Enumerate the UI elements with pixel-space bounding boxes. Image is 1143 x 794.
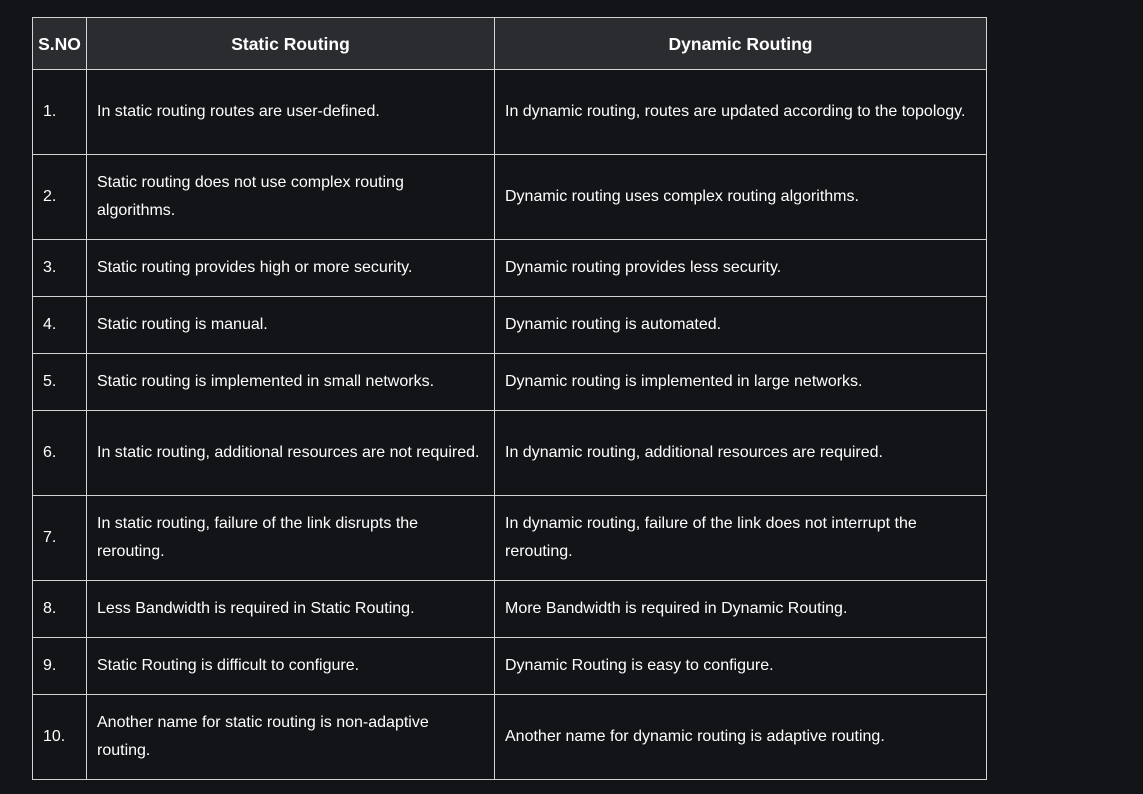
row-sno: 4.: [32, 296, 87, 354]
table-row: 5. Static routing is implemented in smal…: [32, 353, 987, 411]
row-static: Another name for static routing is non-a…: [86, 694, 495, 780]
row-dynamic: In dynamic routing, failure of the link …: [494, 495, 987, 581]
header-sno: S.NO: [32, 17, 87, 70]
row-dynamic: Another name for dynamic routing is adap…: [494, 694, 987, 780]
table-row: 4. Static routing is manual. Dynamic rou…: [32, 296, 987, 354]
table-row: 8. Less Bandwidth is required in Static …: [32, 580, 987, 638]
row-dynamic: Dynamic routing uses complex routing alg…: [494, 154, 987, 240]
row-static: In static routing routes are user-define…: [86, 69, 495, 155]
row-sno: 9.: [32, 637, 87, 695]
row-sno: 3.: [32, 239, 87, 297]
row-sno: 2.: [32, 154, 87, 240]
row-sno: 10.: [32, 694, 87, 780]
comparison-table: S.NO Static Routing Dynamic Routing 1. I…: [32, 17, 987, 780]
row-static: Static routing is implemented in small n…: [86, 353, 495, 411]
row-static: Less Bandwidth is required in Static Rou…: [86, 580, 495, 638]
row-static: Static routing does not use complex rout…: [86, 154, 495, 240]
row-static: In static routing, failure of the link d…: [86, 495, 495, 581]
table-row: 7. In static routing, failure of the lin…: [32, 495, 987, 581]
row-static: Static routing provides high or more sec…: [86, 239, 495, 297]
table-row: 9. Static Routing is difficult to config…: [32, 637, 987, 695]
table-row: 10. Another name for static routing is n…: [32, 694, 987, 780]
table-header: S.NO Static Routing Dynamic Routing: [32, 17, 987, 70]
header-row: S.NO Static Routing Dynamic Routing: [32, 17, 987, 70]
table-row: 2. Static routing does not use complex r…: [32, 154, 987, 240]
row-dynamic: Dynamic routing provides less security.: [494, 239, 987, 297]
row-dynamic: Dynamic Routing is easy to configure.: [494, 637, 987, 695]
row-dynamic: Dynamic routing is implemented in large …: [494, 353, 987, 411]
row-dynamic: More Bandwidth is required in Dynamic Ro…: [494, 580, 987, 638]
row-static: Static routing is manual.: [86, 296, 495, 354]
row-sno: 8.: [32, 580, 87, 638]
row-dynamic: In dynamic routing, routes are updated a…: [494, 69, 987, 155]
table-row: 1. In static routing routes are user-def…: [32, 69, 987, 155]
row-static: In static routing, additional resources …: [86, 410, 495, 496]
header-static-routing: Static Routing: [86, 17, 495, 70]
row-static: Static Routing is difficult to configure…: [86, 637, 495, 695]
row-sno: 5.: [32, 353, 87, 411]
table-row: 3. Static routing provides high or more …: [32, 239, 987, 297]
table-row: 6. In static routing, additional resourc…: [32, 410, 987, 496]
row-dynamic: In dynamic routing, additional resources…: [494, 410, 987, 496]
row-sno: 6.: [32, 410, 87, 496]
row-sno: 1.: [32, 69, 87, 155]
row-dynamic: Dynamic routing is automated.: [494, 296, 987, 354]
row-sno: 7.: [32, 495, 87, 581]
header-dynamic-routing: Dynamic Routing: [494, 17, 987, 70]
table-body: 1. In static routing routes are user-def…: [32, 69, 987, 780]
